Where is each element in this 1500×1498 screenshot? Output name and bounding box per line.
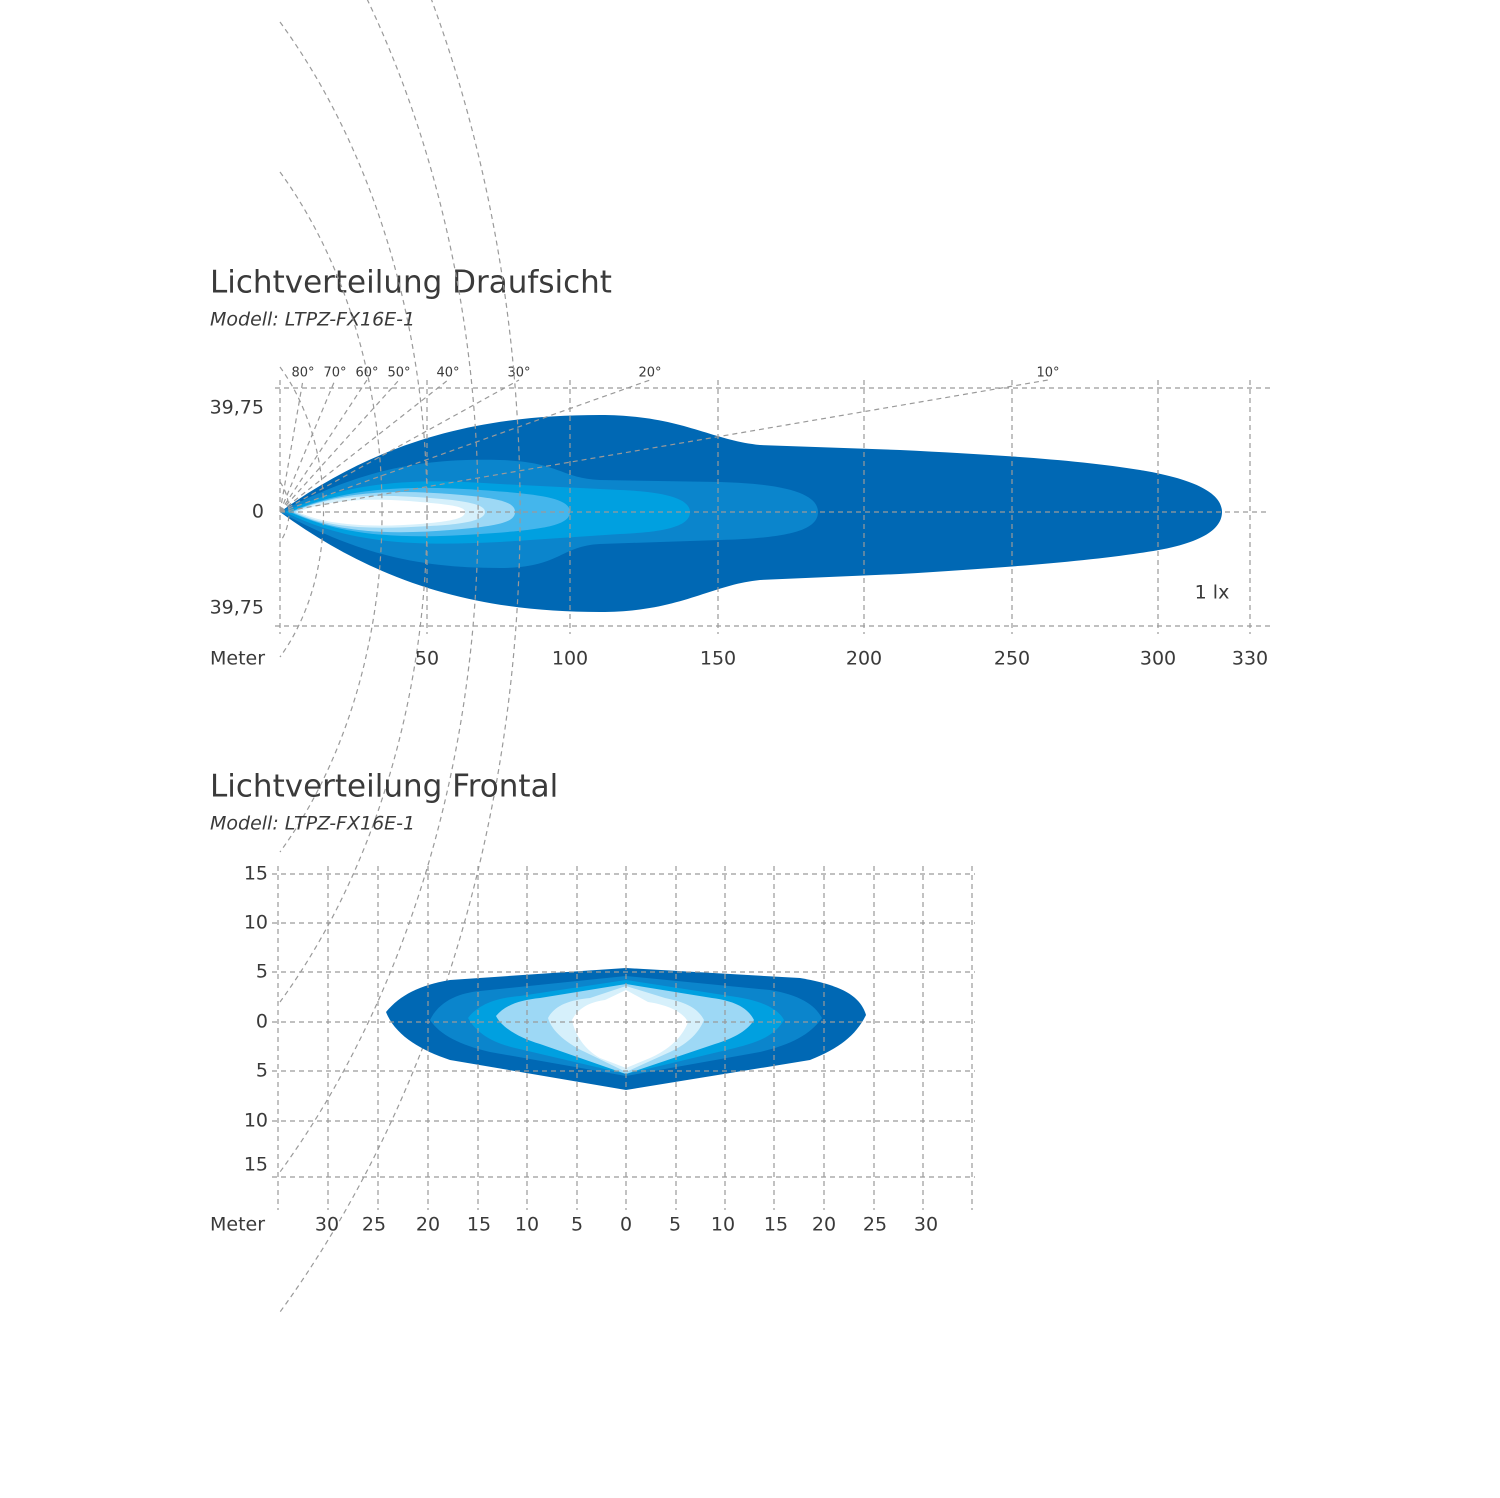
angle-label: 40° xyxy=(436,366,459,381)
y-label: 5 xyxy=(256,961,268,983)
x-label: 20 xyxy=(812,1214,836,1236)
x-label: 5 xyxy=(571,1214,583,1236)
x-label: 15 xyxy=(467,1214,491,1236)
y-label: 10 xyxy=(244,912,268,934)
zone xyxy=(572,990,688,1068)
x-label: 300 xyxy=(1140,648,1176,670)
x-label: 150 xyxy=(700,648,736,670)
ray xyxy=(279,379,304,513)
x-label: 20 xyxy=(416,1214,440,1236)
y-label: 0 xyxy=(252,501,264,523)
x-label: 250 xyxy=(994,648,1030,670)
x-label: 30 xyxy=(914,1214,938,1236)
x-label: 25 xyxy=(362,1214,386,1236)
y-label: 0 xyxy=(256,1011,268,1033)
x-label: 200 xyxy=(846,648,882,670)
y-label: 39,75 xyxy=(210,597,264,619)
y-label: 39,75 xyxy=(210,397,264,419)
x-label: 100 xyxy=(552,648,588,670)
x-label: 30 xyxy=(315,1214,339,1236)
title: Lichtverteilung Draufsicht xyxy=(210,265,612,301)
angle-label: 80° xyxy=(291,366,314,381)
angle-label: 10° xyxy=(1036,366,1059,381)
ray xyxy=(279,379,651,513)
y-label: 10 xyxy=(244,1110,268,1132)
arc xyxy=(279,171,383,853)
top-view: 80° 70° 60° 50° 40° 30° 20° 10°39,75039,75Meter… xyxy=(210,0,1270,1313)
annotation: 1 lx xyxy=(1195,582,1230,604)
angle-label: 70° xyxy=(323,366,346,381)
arc xyxy=(279,366,325,658)
y-label: 5 xyxy=(256,1060,268,1082)
y-label: 15 xyxy=(244,863,268,885)
x-label: 10 xyxy=(515,1214,539,1236)
angle-label: 50° xyxy=(387,366,410,381)
x-label: 330 xyxy=(1232,648,1268,670)
front-view: 15 10 5 0 5 10 15 Meter 30 25 20 15 10 5 0 5 10 15 20 25 30 xyxy=(210,863,975,1236)
grid: 15 10 5 0 5 10 15 Meter 30 25 20 15 10 5 0 5 10 15 20 25 30 xyxy=(210,863,975,1236)
y-label: 15 xyxy=(244,1154,268,1176)
x-label: 0 xyxy=(620,1214,632,1236)
ray xyxy=(279,379,336,513)
ray xyxy=(279,379,1049,513)
x-label: 50 xyxy=(415,648,439,670)
angle-label: 30° xyxy=(507,366,530,381)
subtitle: Modell: LTPZ-FX16E-1 xyxy=(210,309,415,331)
ray xyxy=(279,379,520,513)
x-label: 10 xyxy=(711,1214,735,1236)
axis-label: Meter xyxy=(210,648,265,670)
title: Lichtverteilung Frontal xyxy=(210,769,558,805)
x-label: 15 xyxy=(764,1214,788,1236)
arc xyxy=(279,0,521,1313)
angle-label: 20° xyxy=(638,366,661,381)
x-label: 5 xyxy=(669,1214,681,1236)
subtitle: Modell: LTPZ-FX16E-1 xyxy=(210,813,415,835)
arc xyxy=(279,481,290,543)
ray xyxy=(279,379,400,513)
x-label: 25 xyxy=(863,1214,887,1236)
grid: 80° 70° 60° 50° 40° 30° 20° 10°39,75039,75Meter… xyxy=(210,0,1270,1313)
axis-label: Meter xyxy=(210,1214,265,1236)
